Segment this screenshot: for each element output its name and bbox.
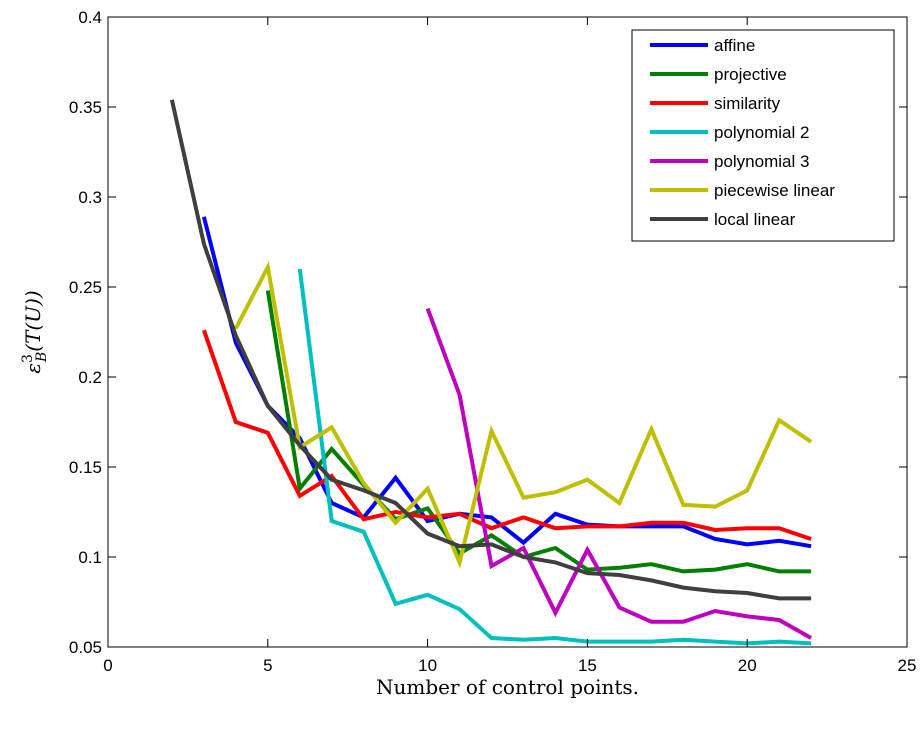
- ticks-layer: 0 5 10 15 20 25 0.05 0.1 0.15 0.2 0.25 0.3 0.35 0.4: [69, 8, 917, 675]
- y-axis-label-text: ε3B(T(U)): [20, 290, 50, 373]
- x-tick-label: 0: [103, 656, 112, 675]
- legend: affine projective similarity polynomial 2 po…: [631, 29, 895, 242]
- y-tick-label: 0.4: [78, 8, 102, 27]
- y-tick-label: 0.25: [69, 278, 102, 297]
- legend-label-piecewise-linear: piecewise linear: [714, 181, 835, 200]
- y-axis-label: ε3B(T(U)): [20, 290, 50, 373]
- legend-label-local-linear: local linear: [714, 210, 796, 229]
- x-tick-label: 15: [578, 656, 597, 675]
- series-line-similarity: [202, 329, 812, 541]
- x-tick-label: 25: [898, 656, 917, 675]
- series-line-piecewise-linear: [234, 261, 813, 569]
- series-line-local-linear: [169, 99, 812, 601]
- series-line-polynomial-3: [425, 307, 813, 640]
- series-line-affine: [201, 216, 812, 549]
- legend-label-projective: projective: [714, 65, 787, 84]
- y-tick-label: 0.1: [78, 548, 102, 567]
- x-tick-label: 5: [263, 656, 272, 675]
- y-tick-label: 0.05: [69, 638, 102, 657]
- legend-label-polynomial-2: polynomial 2: [714, 123, 809, 142]
- plot-frame: [107, 16, 908, 648]
- series-line-polynomial-2: [297, 268, 812, 646]
- y-tick-label: 0.3: [78, 188, 102, 207]
- x-tick-label: 20: [738, 656, 757, 675]
- x-tick-label: 10: [418, 656, 437, 675]
- legend-label-polynomial-3: polynomial 3: [714, 152, 809, 171]
- y-tick-label: 0.2: [78, 368, 102, 387]
- series-layer: [169, 99, 813, 646]
- x-axis-label: Number of control points.: [376, 675, 639, 699]
- legend-box: [631, 29, 895, 242]
- y-tick-label: 0.15: [69, 458, 102, 477]
- series-line-projective: [265, 290, 812, 574]
- legend-label-affine: affine: [714, 36, 755, 55]
- legend-label-similarity: similarity: [714, 94, 781, 113]
- y-tick-label: 0.35: [69, 98, 102, 117]
